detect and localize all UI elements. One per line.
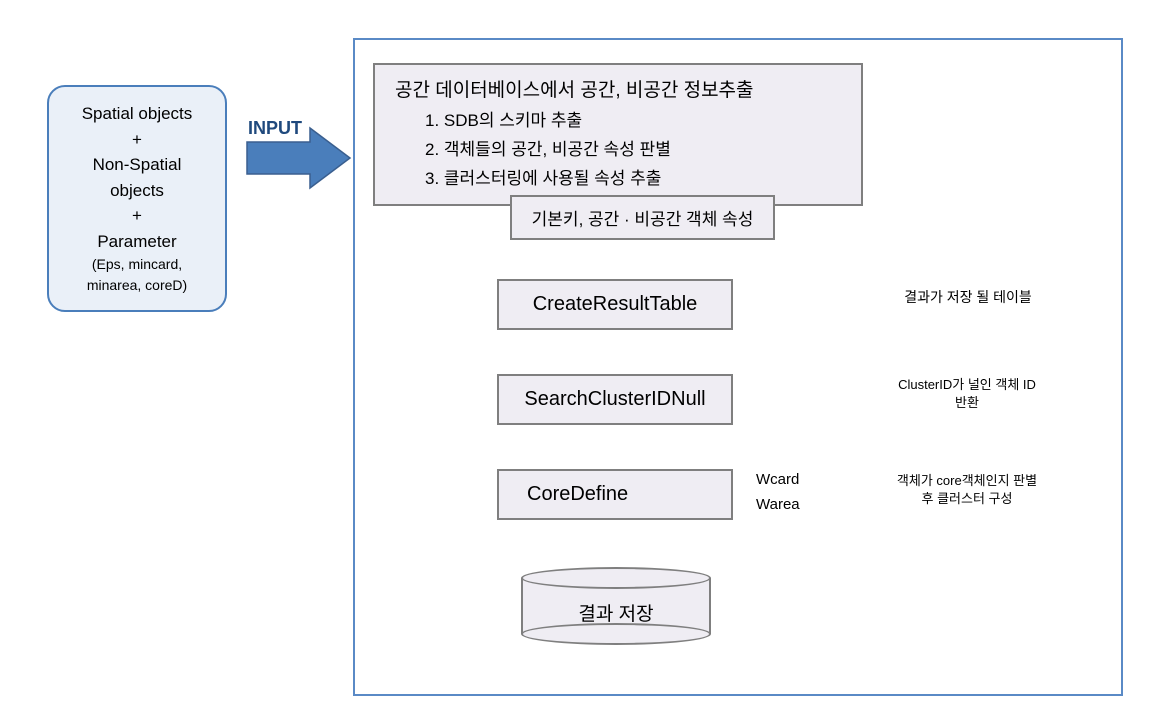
attributes-box: 기본키, 공간 · 비공간 객체 속성 [510, 195, 775, 240]
input-line: Non-Spatial [57, 152, 217, 178]
search-cluster-id-null-box: SearchClusterIDNull [497, 374, 733, 425]
input-line: (Eps, mincard, [57, 254, 217, 275]
cloud3-text: 객체가 core객체인지 판별 후 클러스터 구성 [872, 472, 1062, 508]
cloud2-line: ClusterID가 널인 객체 ID [872, 376, 1062, 394]
cloud2-line: 반환 [872, 394, 1062, 412]
cloud2-text: ClusterID가 널인 객체 ID 반환 [872, 376, 1062, 412]
result-store-cylinder: 결과 저장 [521, 567, 711, 645]
input-line: Spatial objects [57, 101, 217, 127]
input-line: objects [57, 178, 217, 204]
extraction-item: 객체들의 공간, 비공간 속성 판별 [425, 136, 841, 165]
extraction-step-box: 공간 데이터베이스에서 공간, 비공간 정보추출 SDB의 스키마 추출 객체들… [373, 63, 863, 206]
core-define-box: CoreDefine [497, 469, 733, 520]
extraction-item: SDB의 스키마 추출 [425, 107, 841, 136]
create-result-table-box: CreateResultTable [497, 279, 733, 330]
input-objects-box: Spatial objects + Non-Spatial objects + … [47, 85, 227, 312]
input-label: INPUT [248, 118, 302, 139]
cloud3-line: 객체가 core객체인지 판별 [872, 472, 1062, 490]
wcard-label: Wcard [756, 471, 799, 488]
extraction-item: 클러스터링에 사용될 속성 추출 [425, 165, 841, 194]
input-line: + [57, 203, 217, 229]
input-line: Parameter [57, 229, 217, 255]
extraction-title: 공간 데이터베이스에서 공간, 비공간 정보추출 [395, 75, 841, 107]
input-line: minarea, coreD) [57, 275, 217, 296]
cylinder-label: 결과 저장 [521, 599, 711, 626]
input-line: + [57, 127, 217, 153]
cloud3-line: 후 클러스터 구성 [872, 490, 1062, 508]
warea-label: Warea [756, 496, 800, 513]
cloud1-text: 결과가 저장 될 테이블 [878, 287, 1058, 307]
